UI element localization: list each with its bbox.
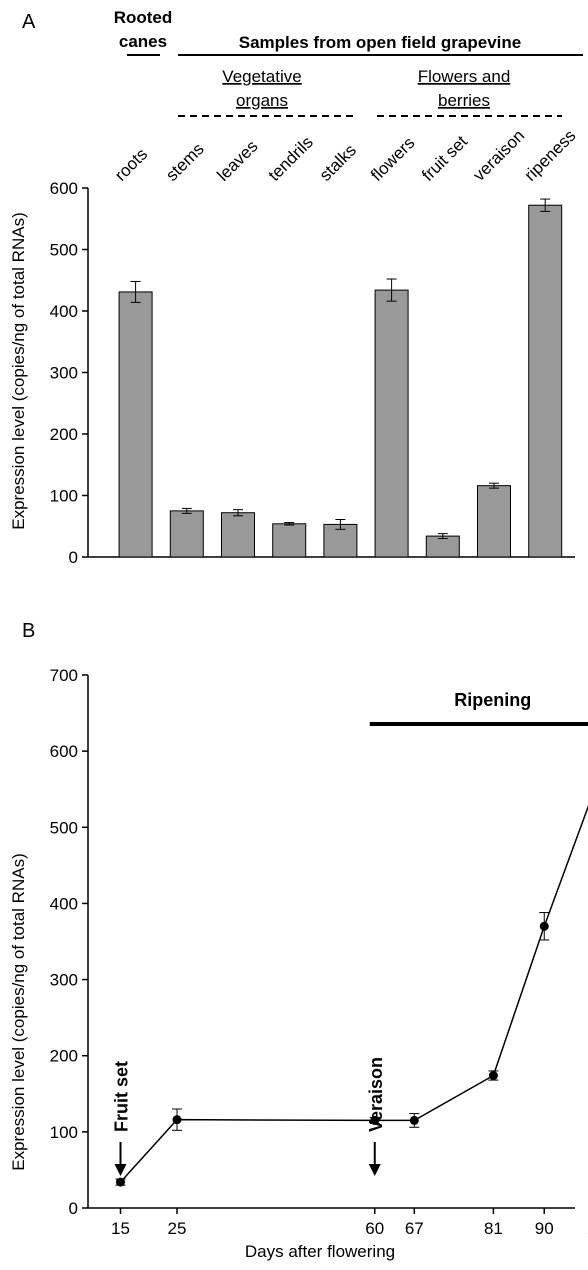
bar-veraison <box>477 485 511 558</box>
flowers-berries-label-line2: berries <box>438 91 490 110</box>
chart-a-y-tick-label: 300 <box>50 364 78 383</box>
chart-a-y-tick-label: 200 <box>50 425 78 444</box>
rooted-canes-label-line2: canes <box>119 32 167 51</box>
chart-b-x-tick-label: 67 <box>405 1219 424 1238</box>
chart-b-ylabel: Expression level (copies/ng of total RNA… <box>9 853 28 1170</box>
data-point-day-15 <box>116 1177 125 1187</box>
category-label: ripeness <box>521 126 580 185</box>
chart-b-x-tick-label: 15 <box>111 1219 130 1238</box>
category-label: fruit set <box>418 132 471 185</box>
chart-b-y-tick-label: 0 <box>69 1199 78 1218</box>
category-label: tendrils <box>265 133 317 185</box>
category-label: stems <box>162 139 207 184</box>
chart-b-expression-over-time: 0 100 200 300 400 500 600 700 15 25 60 67 81 90 100 Rip… <box>50 666 588 1238</box>
data-point-day-67 <box>409 1115 419 1125</box>
category-label: roots <box>111 145 151 185</box>
bar-stems <box>169 510 204 558</box>
veraison-arrow-head <box>368 1164 381 1176</box>
panel-b-letter: B <box>22 620 35 642</box>
chart-b-y-tick-label: 300 <box>50 971 78 990</box>
bar-flowers <box>374 289 409 558</box>
category-label: veraison <box>469 126 528 185</box>
ripening-label: Ripening <box>454 690 531 710</box>
bar-roots <box>118 291 153 558</box>
chart-b-y-tick-label: 200 <box>50 1047 78 1066</box>
chart-b-x-tick-label: 60 <box>365 1219 384 1238</box>
category-label: stalks <box>316 141 360 185</box>
chart-a-y-tick-label: 600 <box>50 179 78 198</box>
chart-a-y-tick-label: 500 <box>50 241 78 260</box>
bar-stalks <box>323 523 358 558</box>
chart-a-y-tick-label: 100 <box>50 487 78 506</box>
chart-b-xlabel: Days after flowering <box>245 1242 395 1261</box>
veraison-annotation: Veraison <box>366 1057 386 1132</box>
flowers-berries-label-line1: Flowers and <box>418 67 511 86</box>
bar-ripeness <box>528 204 563 558</box>
data-point-day-90 <box>539 921 549 931</box>
category-label: flowers <box>367 133 419 185</box>
vegetative-label-line1: Vegetative <box>222 67 301 86</box>
bar-fruit-set <box>425 535 460 558</box>
chart-b-x-tick-label: 81 <box>484 1219 503 1238</box>
fruit-set-arrow-head <box>114 1164 127 1176</box>
rooted-canes-label-line1: Rooted <box>114 8 173 27</box>
chart-b-y-tick-label: 500 <box>50 818 78 837</box>
category-label: leaves <box>213 137 261 185</box>
chart-b-x-tick-label: 90 <box>535 1219 554 1238</box>
chart-b-y-tick-label: 600 <box>50 742 78 761</box>
data-point-day-60 <box>370 1115 380 1125</box>
chart-a-y-tick-label: 400 <box>50 302 78 321</box>
chart-a-y-tick-label: 0 <box>69 548 78 567</box>
chart-b-y-tick-label: 700 <box>50 666 78 685</box>
chart-b-x-tick-label: 100 <box>587 1219 588 1238</box>
chart-b-y-tick-label: 400 <box>50 894 78 913</box>
panel-a-letter: A <box>22 11 36 33</box>
chart-b-x-tick-label: 25 <box>168 1219 187 1238</box>
fruit-set-annotation: Fruit set <box>112 1061 132 1132</box>
vegetative-label-line2: organs <box>236 91 288 110</box>
bar-leaves <box>221 512 255 558</box>
data-point-day-25 <box>172 1115 182 1125</box>
samples-label: Samples from open field grapevine <box>239 33 521 52</box>
series-line <box>119 804 588 1183</box>
chart-a-expression-by-organ: 0 100 200 300 400 500 600 roots stems leaves tendr… <box>50 126 580 567</box>
chart-b-y-tick-label: 100 <box>50 1123 78 1142</box>
chart-a-ylabel: Expression level (copies/ng of total RNA… <box>9 212 28 529</box>
bar-tendrils <box>272 523 307 558</box>
data-point-day-81 <box>488 1071 498 1081</box>
